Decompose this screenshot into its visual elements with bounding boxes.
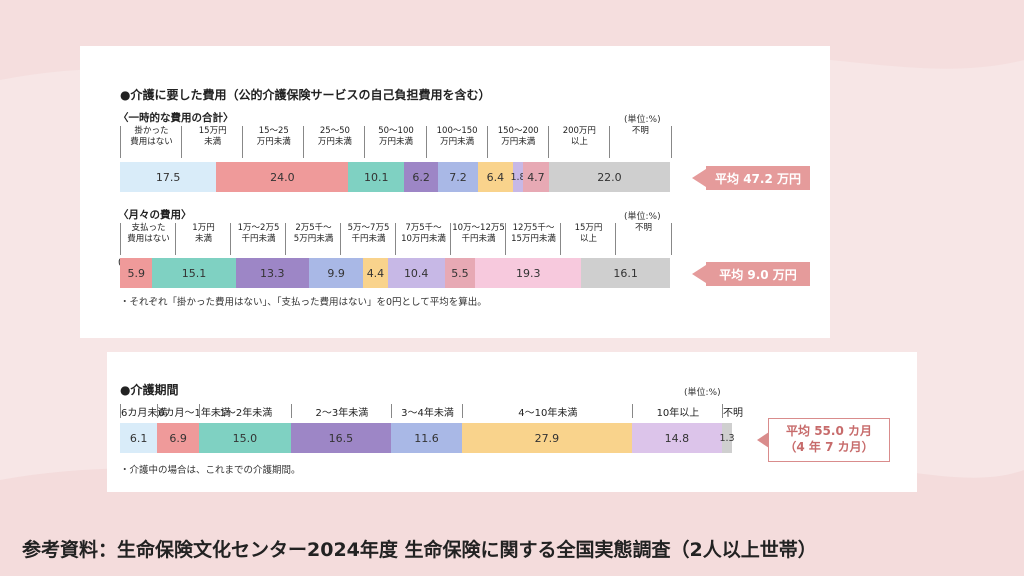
chart1-category-0: 掛かった 費用はない (120, 126, 182, 158)
chart1-bar: 17.5 24.0 10.1 6.2 7.2 6.4 1.8 4.7 22.0 (120, 162, 670, 192)
chart1-segment-2: 10.1 (348, 162, 405, 192)
chart2-segment-9: 16.1 (581, 258, 670, 288)
period-panel-title: ●介護期間 (120, 383, 179, 397)
chart1-value-label-2: 10.1 (363, 170, 389, 184)
chart1-value-label-1: 24.0 (270, 170, 295, 184)
chart1-subtitle: 〈一時的な費用の合計〉 (118, 112, 234, 124)
chart1-value-label-8: 22.0 (597, 170, 622, 184)
chart1-category-3: 25～50 万円未満 (303, 126, 365, 158)
chart3-category-5: 4～10年未満 (461, 404, 633, 419)
cost-panel-title: ●介護に要した費用（公的介護保険サービスの自己負担費用を含む） (120, 88, 491, 102)
chart2-segment-8: 19.3 (475, 258, 582, 288)
chart3-category-6: 10年以上 (631, 404, 723, 419)
chart1-segment-1: 24.0 (216, 162, 349, 192)
chart3-segment-7: 1.3 (719, 423, 735, 453)
chart2-segment-4: 9.9 (308, 258, 364, 288)
chart1-value-label-3: 6.2 (412, 170, 430, 184)
chart1-segment-0: 17.5 (120, 162, 217, 192)
chart2-segment-6: 10.4 (387, 258, 445, 288)
chart3-segment-6: 14.8 (631, 423, 723, 453)
chart3-value-label-6: 14.8 (664, 431, 690, 445)
chart3-value-label-5: 27.9 (534, 431, 560, 445)
chart3-category-1: 6カ月～1年未満 (157, 404, 231, 419)
chart1-category-4: 50～100 万円未満 (364, 126, 426, 158)
chart2-bar: 0.05.915.113.39.94.410.45.519.316.1 (118, 257, 670, 288)
chart3-category-0: 6カ月未満 (120, 404, 167, 419)
chart2-segment-2: 15.1 (152, 258, 236, 288)
period-panel-note: ・介護中の場合は、これまでの介護期間。 (120, 465, 301, 476)
chart3-segment-0: 6.1 (120, 423, 158, 453)
chart1-category-6: 150～200 万円未満 (486, 126, 549, 158)
chart2-category-6: 10万～12万5 千円未満 (450, 223, 506, 255)
chart3-average-main: 平均 55.0 カ月 (786, 424, 872, 438)
chart3-unit: (単位:%) (684, 388, 721, 398)
chart2-value-label-5: 4.4 (366, 266, 385, 280)
chart1-segment-4: 7.2 (438, 162, 478, 192)
chart1-value-label-6: 1.8 (510, 171, 526, 183)
chart2-value-label-2: 15.1 (181, 266, 207, 280)
chart3-value-label-3: 16.5 (328, 431, 354, 445)
chart3-segment-4: 11.6 (391, 423, 462, 453)
source-caption: 参考資料：生命保険文化センター2024年度 生命保険に関する全国実態調査（2人以… (22, 539, 817, 561)
chart2-segment-1: 5.9 (120, 258, 153, 288)
chart2-category-4: 5万～7万5 千円未満 (340, 223, 396, 255)
chart2-category-3: 2万5千～ 5万円未満 (285, 223, 341, 255)
chart3-category-2: 1～2年未満 (199, 404, 291, 419)
chart3-segment-1: 6.9 (157, 423, 200, 453)
chart1-segment-6: 1.8 (510, 162, 526, 192)
chart3-segment-5: 27.9 (461, 423, 632, 453)
chart2-subtitle: 〈月々の費用〉 (118, 209, 192, 221)
chart1-value-label-4: 7.2 (449, 170, 467, 184)
chart2-value-label-3: 13.3 (259, 266, 285, 280)
chart2-segment-5: 4.4 (363, 258, 388, 288)
chart3-category-3: 2～3年未満 (290, 404, 393, 419)
chart3-average-sub: （4 年 7 カ月） (784, 440, 874, 454)
chart3-value-label-4: 11.6 (414, 431, 439, 445)
chart3-value-label-0: 6.1 (129, 431, 148, 445)
chart2-segment-7: 5.5 (444, 258, 476, 288)
chart3-average: 平均 55.0 カ月 （4 年 7 カ月） (757, 418, 890, 462)
chart3-value-label-2: 15.0 (232, 431, 258, 445)
chart1-unit: (単位:%) (624, 115, 661, 125)
chart1-value-label-5: 6.4 (486, 170, 505, 184)
chart1-category-5: 100～150 万円未満 (425, 126, 488, 158)
chart3-category-4: 3～4年未満 (391, 404, 463, 419)
chart1-category-2: 15～25 万円未満 (242, 126, 304, 158)
chart1-category-7: 200万円 以上 (547, 126, 610, 158)
chart2-value-label-6: 10.4 (403, 266, 429, 280)
chart2-category-5: 7万5千～ 10万円未満 (395, 223, 451, 255)
cost-panel (80, 46, 830, 338)
chart1-value-label-0: 17.5 (155, 170, 181, 184)
chart1-average: 平均 47.2 万円 (692, 166, 810, 190)
chart2-value-label-4: 9.9 (327, 266, 345, 280)
chart2-unit: (単位:%) (624, 212, 661, 222)
chart3-value-label-1: 6.9 (169, 431, 187, 445)
chart3-category-7: 不明 (722, 404, 743, 419)
chart1-segment-8: 22.0 (548, 162, 670, 192)
chart3-segment-2: 15.0 (199, 423, 291, 453)
chart2-value-label-7: 5.5 (451, 266, 469, 280)
chart3-bar: 6.1 6.9 15.0 16.5 11.6 27.9 14.8 1.3 (120, 423, 735, 453)
chart2-category-0: 支払った 費用はない (120, 223, 176, 255)
chart1-segment-3: 6.2 (404, 162, 439, 192)
chart2-segment-3: 13.3 (235, 258, 309, 288)
chart1-category-8: 不明 (608, 126, 672, 158)
chart2-category-7: 12万5千～ 15万円未満 (505, 223, 561, 255)
chart2-category-8: 15万円 以上 (560, 223, 616, 255)
chart2-category-9: 不明 (615, 223, 672, 255)
chart1-value-label-7: 4.7 (527, 170, 545, 184)
cost-panel-note: ・それぞれ「掛かった費用はない」、「支払った費用はない」を0円として平均を算出。 (120, 297, 487, 308)
chart1-segment-5: 6.4 (477, 162, 514, 192)
chart1-segment-7: 4.7 (523, 162, 549, 192)
chart2-average: 平均 9.0 万円 (692, 262, 810, 286)
chart1-category-1: 15万円 未満 (181, 126, 243, 158)
chart2-category-1: 1万円 未満 (175, 223, 231, 255)
chart3-value-label-7: 1.3 (719, 432, 735, 444)
chart2-value-label-1: 5.9 (127, 266, 145, 280)
chart3-segment-3: 16.5 (290, 423, 392, 453)
chart2-value-label-9: 16.1 (613, 266, 638, 280)
chart2-value-label-8: 19.3 (515, 266, 541, 280)
chart2-category-2: 1万～2万5 千円未満 (230, 223, 286, 255)
